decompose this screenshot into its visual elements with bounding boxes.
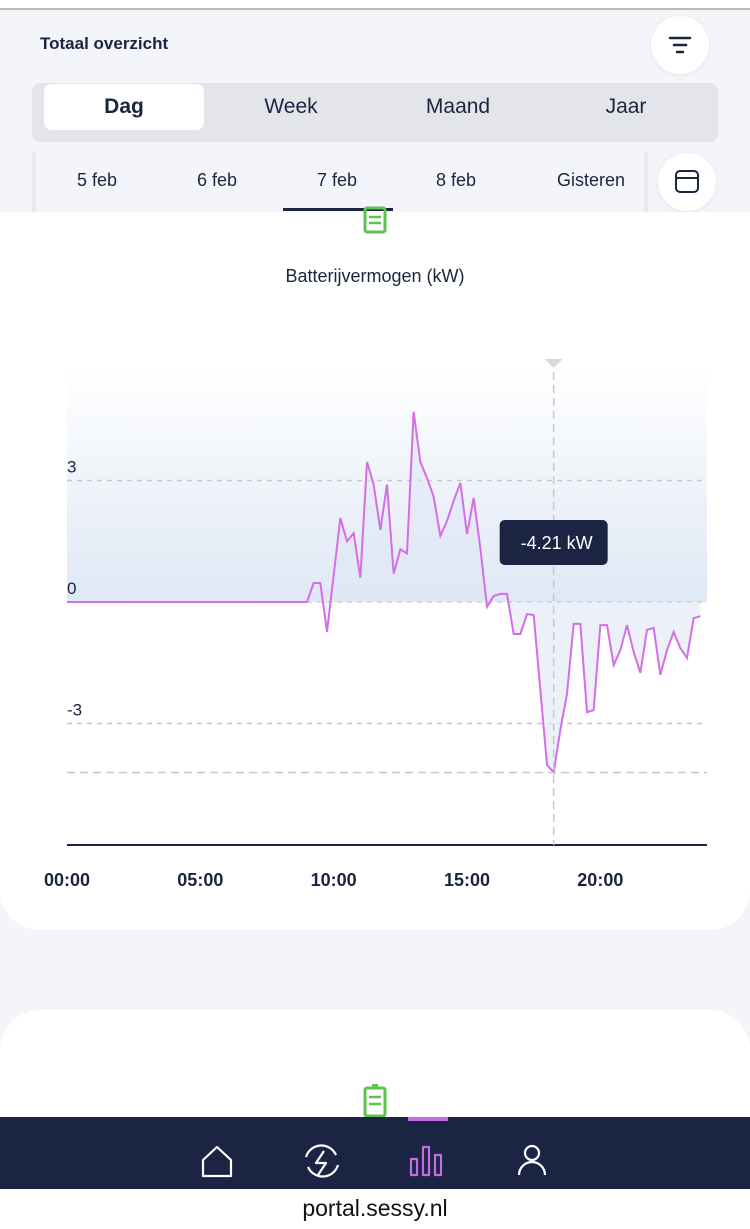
selected-underline (283, 208, 393, 211)
stats-icon[interactable] (409, 1145, 443, 1177)
battery-icon (363, 1084, 387, 1117)
battery-icon (363, 206, 387, 234)
filter-button[interactable] (651, 16, 709, 74)
calendar-icon (675, 170, 699, 193)
x-tick-label: 00:00 (44, 870, 90, 890)
page-title: Totaal overzicht (40, 34, 169, 53)
area (67, 411, 701, 773)
x-tick-label: 20:00 (577, 870, 623, 890)
bottom-nav (0, 1117, 750, 1189)
date-tab[interactable]: 6 feb (196, 170, 238, 190)
x-tick-label: 10:00 (311, 870, 357, 890)
tab[interactable]: Week (264, 95, 318, 118)
filter-icon (668, 36, 692, 54)
y-tick-label: -3 (67, 701, 82, 720)
tab[interactable]: Maand (425, 95, 491, 118)
nav-selected (408, 1117, 448, 1121)
home-icon[interactable] (201, 1145, 233, 1178)
tooltip-box (499, 520, 608, 565)
y-tick-label: 0 (67, 579, 76, 598)
date-tab[interactable]: Gisteren (556, 170, 626, 190)
status-bar (0, 0, 750, 10)
date-tab[interactable]: 5 feb (76, 170, 118, 190)
x-tick-label: 15:00 (444, 870, 490, 890)
y-tick-label: 3 (67, 458, 76, 477)
chart-title: Batterijvermogen (kW) (285, 266, 464, 286)
period-tabs: Dag Week Maand Jaar (32, 83, 718, 142)
date-tab[interactable]: 7 feb (316, 170, 358, 190)
tab[interactable]: Jaar (605, 95, 647, 118)
tooltip-label: -4.21 kW (521, 533, 593, 553)
x-tick-label: 05:00 (177, 870, 223, 890)
date-strip: 5 feb 6 feb 7 feb 8 feb Gisteren (32, 152, 648, 212)
energy-icon[interactable] (304, 1144, 340, 1178)
nav-icons (201, 1144, 547, 1178)
chart: Batterijvermogen (kW) 3 0 -3 00:00 05:00 10:0… (44, 206, 707, 1117)
date-tab[interactable]: 8 feb (435, 170, 477, 190)
profile-icon[interactable] (517, 1144, 547, 1176)
tab[interactable]: Dag (44, 84, 204, 130)
cursor-handle (544, 359, 563, 368)
line (67, 411, 701, 775)
second-card (0, 1010, 750, 1130)
calendar-button[interactable] (658, 153, 716, 211)
url-bar: portal.sessy.nl (0, 1189, 750, 1229)
